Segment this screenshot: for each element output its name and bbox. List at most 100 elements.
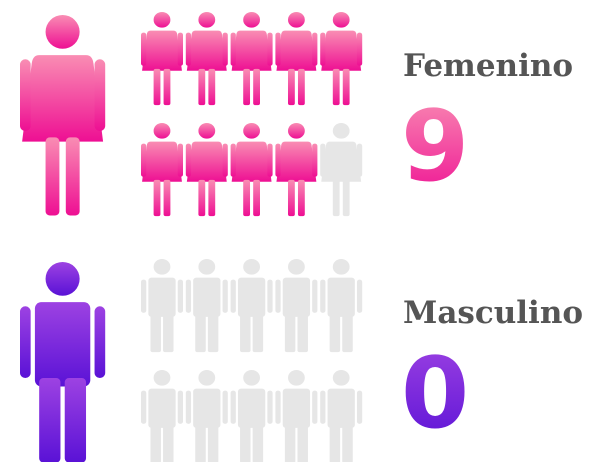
icon-dress bbox=[321, 141, 362, 182]
icon-arm bbox=[312, 143, 318, 177]
icon-arm bbox=[230, 279, 236, 313]
icon-leg bbox=[342, 312, 353, 353]
icon-arm bbox=[275, 32, 281, 66]
value-label: 9 bbox=[401, 90, 469, 204]
icon-dress bbox=[231, 30, 272, 71]
icon-leg bbox=[288, 68, 295, 106]
icon-arm bbox=[141, 279, 147, 313]
icon-torso bbox=[148, 277, 176, 317]
icon-arm bbox=[177, 279, 183, 313]
icon-leg bbox=[45, 137, 60, 216]
icon-empty bbox=[141, 370, 183, 462]
icon-filled bbox=[275, 12, 318, 106]
icon-leg bbox=[288, 179, 295, 217]
icon-leg bbox=[150, 423, 161, 462]
icon-head bbox=[332, 123, 350, 139]
icon-leg bbox=[253, 179, 260, 217]
icon-head bbox=[288, 123, 305, 139]
icon-leg bbox=[332, 68, 340, 106]
icon-arm bbox=[222, 143, 228, 177]
icon-head bbox=[45, 15, 80, 49]
icon-head bbox=[332, 259, 350, 275]
icon-dress bbox=[142, 141, 182, 182]
icon-arm bbox=[320, 143, 326, 177]
icon-dress bbox=[142, 30, 182, 71]
category-label: Femenino bbox=[403, 48, 573, 84]
icon-arm bbox=[141, 390, 147, 424]
icon-arm bbox=[275, 143, 281, 177]
icon-leg bbox=[297, 423, 308, 462]
icon-head bbox=[288, 12, 305, 28]
icon-arm bbox=[230, 32, 236, 66]
icon-torso bbox=[148, 388, 176, 428]
icon-torso bbox=[327, 277, 355, 317]
icon-head bbox=[243, 259, 260, 275]
icon-arm bbox=[94, 306, 106, 379]
icon-empty bbox=[275, 370, 318, 462]
icon-torso bbox=[282, 277, 311, 317]
icon-leg bbox=[284, 423, 296, 462]
icon-leg bbox=[163, 68, 171, 106]
icon-arm bbox=[320, 390, 326, 424]
icon-leg bbox=[252, 423, 264, 462]
icon-head bbox=[198, 123, 216, 139]
icon-leg bbox=[163, 312, 174, 353]
icon-head bbox=[45, 262, 80, 296]
icon-head bbox=[243, 123, 260, 139]
icon-empty bbox=[230, 370, 273, 462]
icon-leg bbox=[198, 179, 206, 217]
icon-filled bbox=[185, 12, 228, 106]
icon-arm bbox=[177, 143, 183, 177]
category-label: Masculino bbox=[403, 295, 583, 331]
icon-filled bbox=[320, 12, 363, 106]
icon-leg bbox=[208, 68, 216, 106]
icon-empty bbox=[185, 370, 228, 462]
icon-empty bbox=[320, 259, 363, 353]
icon-arm bbox=[222, 32, 228, 66]
icon-leg bbox=[150, 312, 161, 353]
icon-leg bbox=[240, 312, 251, 353]
icon-leg bbox=[332, 179, 340, 217]
icon-leg bbox=[342, 423, 353, 462]
icon-dress bbox=[186, 141, 227, 182]
icon-arm bbox=[222, 279, 228, 313]
big-icon bbox=[20, 262, 106, 462]
icon-torso bbox=[327, 388, 355, 428]
icon-leg bbox=[195, 312, 206, 353]
icon-filled bbox=[275, 123, 318, 217]
icon-leg bbox=[342, 179, 350, 217]
icon-leg bbox=[240, 423, 251, 462]
icon-head bbox=[243, 370, 260, 386]
icon-arm bbox=[267, 390, 273, 424]
icon-arm bbox=[230, 143, 236, 177]
icon-torso bbox=[193, 277, 221, 317]
icon-empty bbox=[275, 259, 318, 353]
icon-leg bbox=[297, 312, 308, 353]
icon-leg bbox=[198, 68, 206, 106]
icon-leg bbox=[243, 179, 251, 217]
icon-head bbox=[243, 12, 260, 28]
icon-arm bbox=[312, 279, 318, 313]
icon-empty bbox=[185, 259, 228, 353]
icon-head bbox=[198, 259, 216, 275]
icon-leg bbox=[39, 378, 61, 462]
icon-leg bbox=[64, 378, 87, 462]
icon-head bbox=[153, 123, 171, 139]
big-icon bbox=[20, 15, 106, 216]
icon-arm bbox=[356, 390, 363, 424]
icon-arm bbox=[275, 390, 281, 424]
icon-leg bbox=[163, 179, 171, 217]
icon-head bbox=[332, 12, 350, 28]
icon-leg bbox=[207, 312, 219, 353]
icon-arm bbox=[185, 279, 192, 313]
icon-leg bbox=[342, 68, 350, 106]
icon-dress bbox=[22, 55, 104, 142]
icon-leg bbox=[297, 179, 305, 217]
icon-leg bbox=[208, 179, 216, 217]
icon-head bbox=[198, 370, 216, 386]
icon-leg bbox=[284, 312, 296, 353]
icon-torso bbox=[193, 388, 221, 428]
icon-empty bbox=[141, 259, 183, 353]
icon-arm bbox=[267, 143, 273, 177]
